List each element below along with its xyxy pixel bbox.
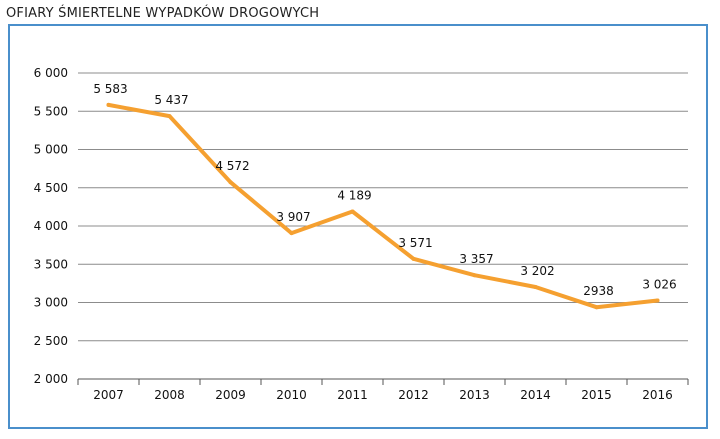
x-tick-label: 2009 bbox=[215, 388, 246, 402]
data-label: 3 357 bbox=[459, 252, 493, 266]
y-tick-label: 6 000 bbox=[34, 66, 68, 80]
y-tick-label: 2 500 bbox=[34, 334, 68, 348]
y-tick-label: 3 000 bbox=[34, 296, 68, 310]
data-point bbox=[655, 298, 660, 303]
chart-title: OFIARY ŚMIERTELNE WYPADKÓW DROGOWYCH bbox=[6, 6, 320, 21]
data-label: 3 202 bbox=[520, 264, 554, 278]
data-label: 4 572 bbox=[215, 159, 249, 173]
y-tick-label: 5 000 bbox=[34, 143, 68, 157]
data-label: 5 437 bbox=[154, 93, 188, 107]
x-tick-label: 2011 bbox=[337, 388, 368, 402]
x-tick-label: 2012 bbox=[398, 388, 429, 402]
gridlines bbox=[78, 72, 688, 342]
y-tick-label: 4 000 bbox=[34, 219, 68, 233]
y-tick-label: 5 500 bbox=[34, 104, 68, 118]
data-point bbox=[472, 273, 477, 278]
data-point bbox=[228, 180, 233, 185]
data-point bbox=[350, 209, 355, 214]
x-tick-label: 2015 bbox=[581, 388, 612, 402]
data-point bbox=[411, 256, 416, 261]
series-layer bbox=[106, 102, 660, 310]
y-tick-label: 2 000 bbox=[34, 372, 68, 386]
y-tick-label: 3 500 bbox=[34, 257, 68, 271]
data-point bbox=[167, 114, 172, 119]
axes bbox=[77, 378, 689, 385]
y-tick-labels: 2 000 2 500 3 000 3 500 4 000 4 500 5 000 5 500… bbox=[34, 66, 68, 386]
data-label: 3 571 bbox=[398, 236, 432, 250]
x-tick-labels: 2007 2008 2009 2010 2011 2012 2013 2014 2015 2016 bbox=[93, 388, 673, 402]
x-tick-label: 2016 bbox=[642, 388, 673, 402]
x-tick-label: 2013 bbox=[459, 388, 490, 402]
y-tick-label: 4 500 bbox=[34, 181, 68, 195]
data-labels: 5 583 5 437 4 572 3 907 4 189 3 571 3 357 3 202… bbox=[93, 82, 676, 298]
data-point bbox=[289, 231, 294, 236]
data-label: 3 026 bbox=[642, 278, 676, 292]
chart-frame bbox=[8, 24, 708, 429]
x-tick-label: 2008 bbox=[154, 388, 185, 402]
data-point bbox=[594, 305, 599, 310]
x-tick-label: 2010 bbox=[276, 388, 307, 402]
series-line bbox=[106, 102, 660, 310]
x-tick-label: 2007 bbox=[93, 388, 124, 402]
data-point bbox=[106, 102, 111, 107]
data-label: 5 583 bbox=[93, 82, 127, 96]
data-label: 4 189 bbox=[337, 189, 371, 203]
data-label: 2938 bbox=[583, 284, 614, 298]
data-point bbox=[533, 285, 538, 290]
x-tick-label: 2014 bbox=[520, 388, 551, 402]
data-label: 3 907 bbox=[276, 210, 310, 224]
